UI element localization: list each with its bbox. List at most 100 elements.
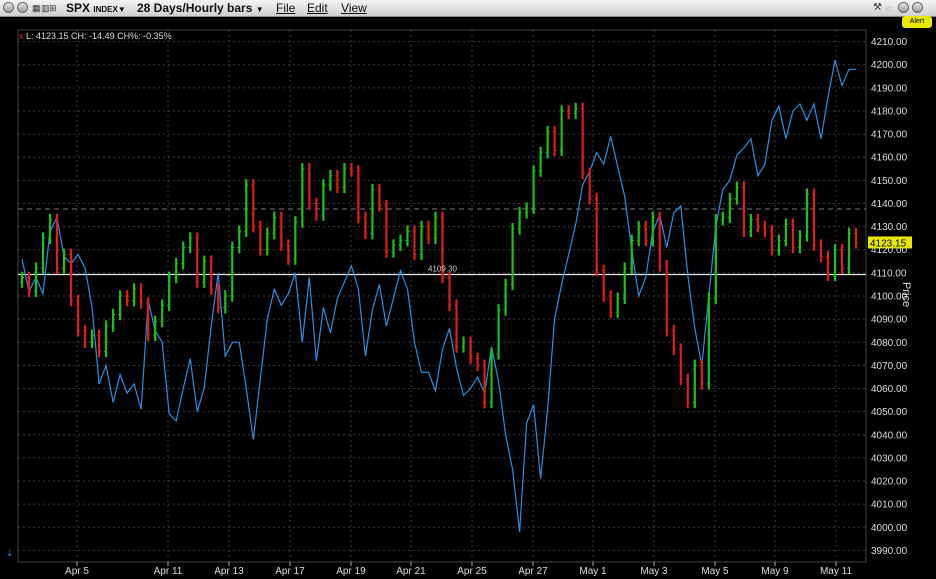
period-selector[interactable]: 28 Days/Hourly bars ▼ (137, 1, 264, 15)
price-bar (559, 105, 564, 157)
price-bar (643, 220, 648, 247)
price-bar (111, 308, 116, 332)
plot-border (17, 29, 867, 563)
x-tick-label: Apr 25 (457, 566, 487, 577)
price-bar (405, 225, 410, 247)
price-bar (748, 213, 753, 238)
price-bar (461, 336, 466, 353)
price-bar (20, 271, 24, 288)
y-tick-label: 4110.00 (871, 268, 907, 279)
price-bar (258, 220, 263, 256)
period-dropdown-icon: ▼ (255, 5, 264, 14)
menu-view[interactable]: View (341, 1, 367, 15)
price-bar (125, 290, 130, 307)
y-tick-label: 4150.00 (871, 176, 908, 187)
price-bar (384, 200, 389, 258)
price-bar (118, 290, 123, 321)
price-bar (839, 243, 844, 275)
price-bar (566, 105, 571, 120)
price-bar (132, 283, 137, 307)
price-bar (454, 299, 459, 353)
price-bar (153, 315, 158, 342)
symbol-suffix: INDEX (93, 5, 118, 14)
price-bar (671, 324, 676, 355)
alert-button[interactable]: Alert (902, 16, 932, 28)
price-bar (517, 206, 522, 235)
legend-close-icon[interactable]: x (19, 31, 24, 41)
price-bar (433, 211, 438, 244)
price-bar (545, 125, 550, 159)
x-tick-label: May 9 (761, 566, 789, 577)
price-bar (209, 255, 214, 295)
y-tick-label: 4190.00 (871, 83, 908, 94)
scroll-marker-icon[interactable]: ⇣ (6, 548, 14, 558)
y-tick-label: 4000.00 (871, 523, 908, 534)
price-bar (90, 329, 95, 349)
price-bar (328, 169, 333, 191)
y-tick-label: 4130.00 (871, 222, 908, 233)
price-bar (286, 239, 291, 265)
y-tick-label: 4050.00 (871, 407, 908, 418)
x-tick-label: May 11 (820, 566, 852, 577)
price-bar (762, 220, 767, 238)
price-bar (636, 220, 641, 247)
overlay-series-line (21, 59, 856, 532)
price-bar (692, 359, 697, 409)
price-bar (538, 146, 543, 177)
price-bar (846, 227, 851, 275)
y-tick-label: 4140.00 (871, 199, 908, 210)
price-bar (188, 232, 193, 254)
price-bar (790, 218, 795, 254)
price-bar (720, 211, 725, 226)
wrench-icon[interactable]: ⚒ (873, 2, 882, 13)
y-tick-label: 4160.00 (871, 153, 908, 164)
menu-view-label: View (341, 1, 367, 15)
close-window-icon[interactable] (3, 2, 14, 13)
price-bar (482, 359, 487, 409)
price-bar (83, 324, 88, 349)
price-bar (279, 211, 284, 251)
y-tick-label: 4070.00 (871, 361, 908, 372)
chart-legend: x L: 4123.15 CH: -14.49 CH%: -0.35% (19, 31, 172, 41)
x-tick-label: Apr 17 (275, 566, 305, 577)
price-bar (552, 125, 557, 157)
price-bar (41, 232, 46, 275)
y-tick-label: 4200.00 (871, 60, 908, 71)
price-bar (531, 165, 536, 214)
price-bar (265, 227, 270, 256)
x-tick-label: Apr 13 (214, 566, 244, 577)
y-tick-label: 4040.00 (871, 430, 908, 441)
price-bar (510, 223, 515, 291)
y-tick-label: 4060.00 (871, 384, 908, 395)
price-bar (426, 220, 431, 244)
price-bar (398, 234, 403, 251)
window-close-icon[interactable] (912, 2, 923, 13)
symbol-selector[interactable]: SPX INDEX▼ (66, 1, 126, 15)
price-bar (363, 211, 368, 240)
window-restore-icon[interactable] (898, 2, 909, 13)
x-tick-label: Apr 27 (518, 566, 548, 577)
price-bar (391, 239, 396, 258)
menu-edit-label: Edit (307, 1, 328, 15)
link-icon[interactable]: ◌ (886, 3, 892, 13)
y-tick-label: 4090.00 (871, 315, 908, 326)
price-bar (48, 213, 53, 244)
minimize-window-icon[interactable] (17, 2, 28, 13)
y-tick-label: 4170.00 (871, 130, 908, 141)
x-tick-label: Apr 21 (396, 566, 426, 577)
price-bar (811, 188, 816, 251)
toolbar-crosshair-icon[interactable]: ⊞ (49, 3, 57, 13)
y-tick-label: 4120.00 (871, 245, 908, 256)
price-bar (27, 271, 32, 298)
menu-edit[interactable]: Edit (307, 1, 328, 15)
price-bar (468, 336, 473, 365)
price-bar (489, 348, 494, 409)
price-bar (335, 169, 340, 194)
y-tick-label: 4010.00 (871, 500, 908, 511)
menu-file[interactable]: File (276, 1, 295, 15)
toolbar-chart-icon[interactable]: ▦ (32, 3, 41, 13)
symbol-name: SPX (66, 1, 91, 15)
price-bar (755, 213, 760, 233)
toolbar-bars-icon[interactable]: ▥ (41, 3, 50, 13)
